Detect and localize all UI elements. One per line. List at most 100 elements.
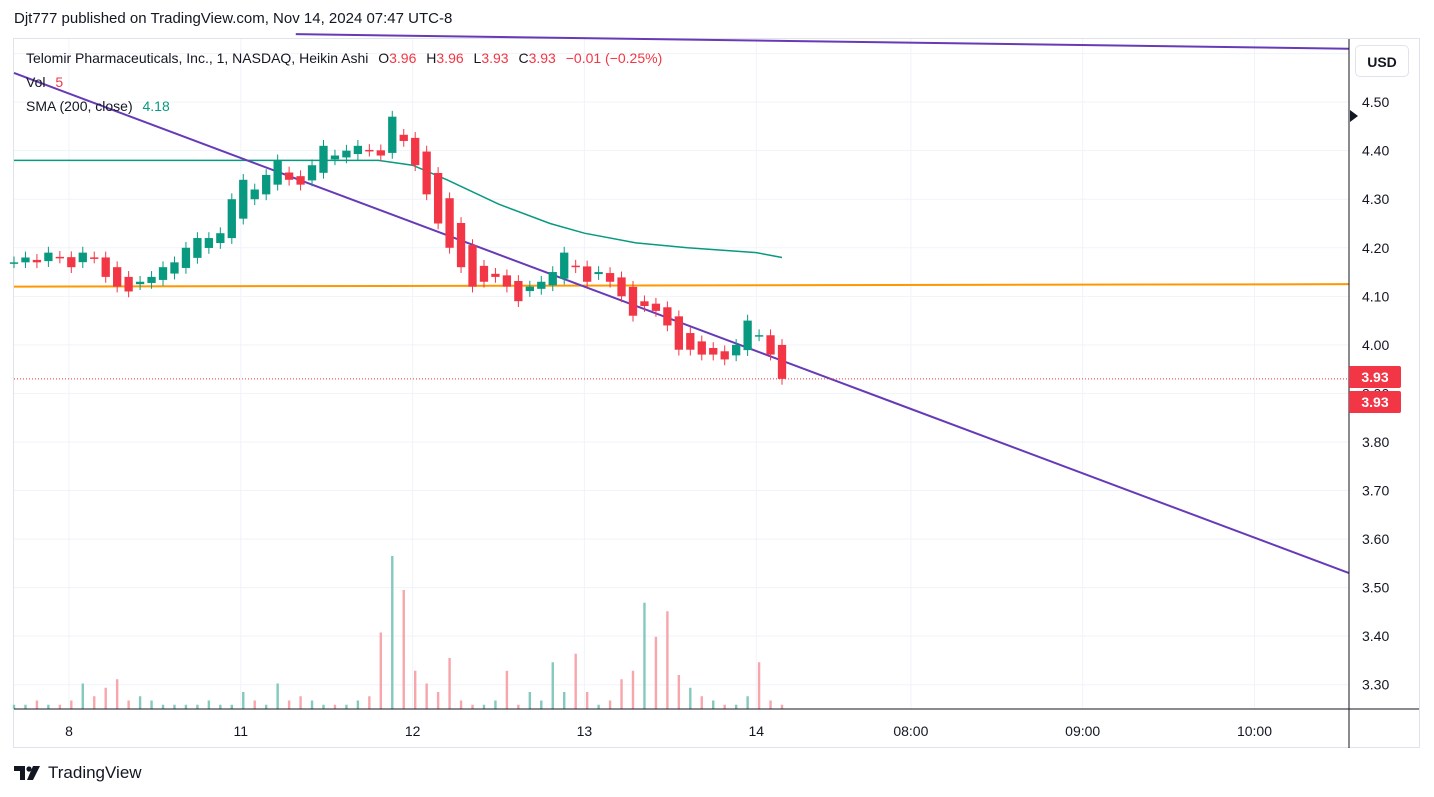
support-line [13, 283, 1350, 288]
volume-bar [757, 662, 761, 709]
volume-bar [93, 696, 96, 709]
candle-body [135, 281, 145, 285]
price-scale-marker-icon [1350, 110, 1358, 122]
volume-bar [551, 662, 554, 709]
volume-bar [563, 692, 566, 709]
currency-button[interactable]: USD [1355, 45, 1409, 77]
candle-body [732, 344, 741, 356]
volume-bar [643, 602, 646, 709]
volume-bar [184, 704, 188, 709]
candle-body [686, 333, 695, 350]
volume-bar [138, 696, 142, 709]
symbol-title: Telomir Pharmaceuticals, Inc., 1, NASDAQ… [26, 50, 369, 66]
volume-bar [654, 636, 658, 709]
open-label: O [378, 50, 390, 66]
volume-bar [379, 632, 383, 709]
candle-body [479, 265, 489, 282]
candle-body [445, 198, 454, 248]
y-tick-label: 3.60 [1362, 531, 1389, 547]
volume-bar [104, 687, 107, 709]
candle-body [67, 257, 76, 268]
candle-body [170, 262, 179, 274]
volume-bar [459, 700, 463, 709]
candle-body [525, 286, 534, 292]
y-tick-label: 4.10 [1362, 288, 1389, 304]
candle-body [766, 335, 775, 355]
x-tick-label: 8 [65, 723, 73, 739]
volume-bar [620, 679, 623, 709]
high-value: 3.96 [436, 50, 464, 66]
volume-bar [150, 700, 153, 709]
publisher-line: Djt777 published on TradingView.com, Nov… [14, 10, 453, 27]
candle-body [697, 341, 706, 355]
high-label: H [426, 50, 437, 66]
candle-body [193, 238, 202, 258]
change-value: −0.01 (−0.25%) [565, 50, 663, 66]
volume-bar [35, 700, 39, 709]
volume-bar [47, 704, 50, 709]
candle-body [44, 252, 53, 262]
y-tick-label: 4.40 [1362, 143, 1389, 159]
x-tick-label: 08:00 [893, 723, 928, 739]
tradingview-brand[interactable]: TradingView [14, 763, 142, 783]
candle-body [422, 151, 431, 195]
y-tick-label: 3.70 [1362, 483, 1389, 499]
candle-body [365, 149, 374, 152]
price-tag-bid: 3.93 [1349, 366, 1401, 388]
candle-body [388, 116, 397, 153]
chart-frame [13, 38, 1420, 748]
candle-body [284, 172, 294, 180]
low-label: L [473, 50, 482, 66]
close-label: C [518, 50, 529, 66]
volume-bar [540, 700, 543, 709]
sma-200-line [14, 159, 783, 259]
candle-body [720, 351, 729, 360]
volume-bar [333, 704, 337, 709]
volume-bar [356, 700, 360, 709]
candles [9, 110, 787, 385]
volume-bar [585, 692, 589, 709]
y-tick-label: 4.00 [1362, 337, 1389, 353]
low-value: 3.93 [481, 50, 509, 66]
volume-bar [161, 704, 165, 709]
candle-body [663, 307, 672, 326]
candle-body [78, 252, 87, 263]
volume-bar [24, 704, 27, 709]
volume-bar [494, 700, 497, 709]
x-tick-label: 09:00 [1065, 723, 1100, 739]
volume-bar [574, 653, 577, 709]
candle-body [296, 176, 305, 185]
volume-bar [173, 704, 176, 709]
candle-body [560, 252, 569, 279]
volume-bar [402, 590, 405, 709]
candle-body [273, 160, 282, 185]
candle-body [399, 134, 408, 141]
volume-bar [242, 692, 245, 709]
volume-bar [666, 611, 669, 709]
candle-body [640, 301, 649, 307]
chart-axes: 4.604.504.404.304.204.104.003.903.803.70… [14, 39, 1419, 748]
volume-label: Vol [26, 74, 46, 90]
volume-value: 5 [55, 74, 64, 90]
sma-label: SMA (200, close) [26, 98, 133, 114]
sma-value: 4.18 [142, 98, 170, 114]
volume-bar [345, 704, 348, 709]
x-tick-label: 12 [405, 723, 421, 739]
candle-body [674, 316, 683, 350]
x-tick-label: 11 [234, 723, 249, 739]
candle-body [9, 262, 19, 264]
candle-body [709, 347, 718, 355]
close-value: 3.93 [528, 50, 556, 66]
candle-body [158, 267, 168, 280]
candle-body [250, 189, 259, 200]
drawn-trendlines [13, 33, 1350, 574]
candle-body [777, 344, 787, 379]
candle-body [491, 273, 500, 277]
tradingview-logo-icon [14, 766, 40, 780]
volume-bar [505, 670, 509, 709]
y-tick-label: 4.50 [1362, 94, 1389, 110]
volume-bar [631, 670, 635, 709]
candle-body [514, 280, 523, 302]
y-tick-label: 3.50 [1362, 580, 1389, 596]
